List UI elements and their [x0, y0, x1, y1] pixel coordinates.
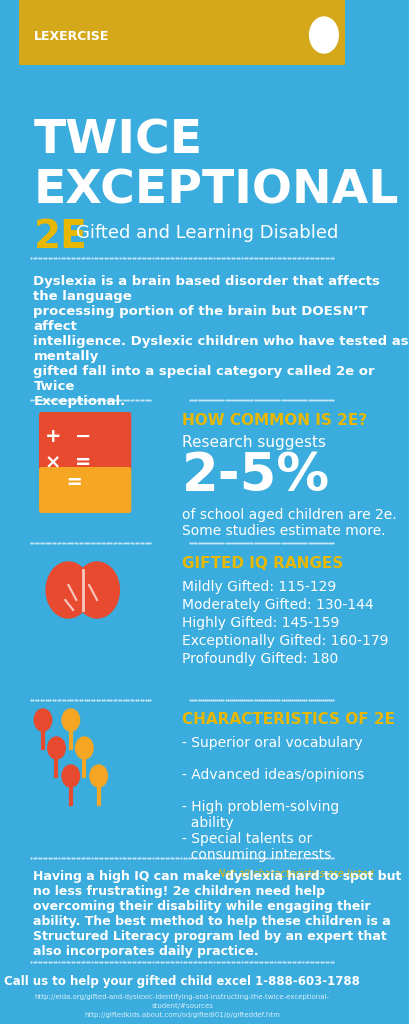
Text: LEXERCISE: LEXERCISE [33, 30, 108, 43]
Text: Profoundly Gifted: 180: Profoundly Gifted: 180 [182, 652, 338, 666]
Text: - Advanced ideas/opinions: - Advanced ideas/opinions [182, 768, 364, 782]
Circle shape [90, 709, 107, 731]
Text: student/#sources: student/#sources [151, 1002, 213, 1009]
Circle shape [47, 737, 65, 759]
FancyBboxPatch shape [39, 467, 131, 513]
Text: Mildly Gifted: 115-129: Mildly Gifted: 115-129 [182, 580, 336, 594]
Text: http://eida.org/gifted-and-dyslexic-identifying-and-instructing-the-twice-except: http://eida.org/gifted-and-dyslexic-iden… [35, 994, 329, 1000]
Circle shape [90, 765, 107, 787]
Text: =: = [53, 473, 83, 493]
Text: of school aged children are 2e.
Some studies estimate more.: of school aged children are 2e. Some stu… [182, 508, 396, 539]
Text: GIFTED IQ RANGES: GIFTED IQ RANGES [182, 556, 343, 571]
Text: http://giftedkids.about.com/od/giftedl01/p/gifteddef.htm: http://giftedkids.about.com/od/giftedl01… [84, 1012, 279, 1018]
Text: HOW COMMON IS 2E?: HOW COMMON IS 2E? [182, 413, 366, 428]
Circle shape [62, 765, 79, 787]
Text: Gifted and Learning Disabled: Gifted and Learning Disabled [76, 224, 338, 242]
Text: Highly Gifted: 145-159: Highly Gifted: 145-159 [182, 616, 339, 630]
Circle shape [34, 709, 52, 731]
Circle shape [309, 17, 337, 53]
Circle shape [75, 737, 93, 759]
Text: Exceptionally Gifted: 160-179: Exceptionally Gifted: 160-179 [182, 634, 388, 648]
Text: Research suggests: Research suggests [182, 435, 326, 450]
Text: Having a high IQ can make dyslexia hard to spot but
no less frustrating! 2e chil: Having a high IQ can make dyslexia hard … [33, 870, 401, 958]
FancyBboxPatch shape [19, 65, 344, 1024]
Circle shape [74, 562, 119, 618]
Text: TWICE: TWICE [33, 118, 202, 163]
FancyBboxPatch shape [39, 412, 131, 473]
Text: ×  =: × = [45, 453, 91, 471]
Text: 2E: 2E [33, 218, 87, 256]
Circle shape [34, 765, 52, 787]
FancyBboxPatch shape [19, 0, 344, 65]
Circle shape [46, 562, 90, 618]
Text: - High problem-solving
  ability: - High problem-solving ability [182, 800, 339, 830]
Text: CHARACTERISTICS OF 2E: CHARACTERISTICS OF 2E [182, 712, 394, 727]
Text: +  −: + − [45, 427, 91, 446]
Text: Dyslexia is a brain based disorder that affects the language
processing portion : Dyslexia is a brain based disorder that … [33, 275, 408, 408]
Text: Not all characteristics are listed.: Not all characteristics are listed. [218, 869, 376, 879]
Text: EXCEPTIONAL: EXCEPTIONAL [33, 168, 398, 213]
Text: - Special talents or
  consuming interests: - Special talents or consuming interests [182, 831, 331, 862]
Text: Call us to help your gifted child excel 1-888-603-1788: Call us to help your gifted child excel … [4, 975, 359, 988]
Circle shape [62, 709, 79, 731]
Text: 2-5%: 2-5% [182, 450, 330, 502]
Text: - Superior oral vocabulary: - Superior oral vocabulary [182, 736, 362, 750]
Text: Moderately Gifted: 130-144: Moderately Gifted: 130-144 [182, 598, 373, 612]
